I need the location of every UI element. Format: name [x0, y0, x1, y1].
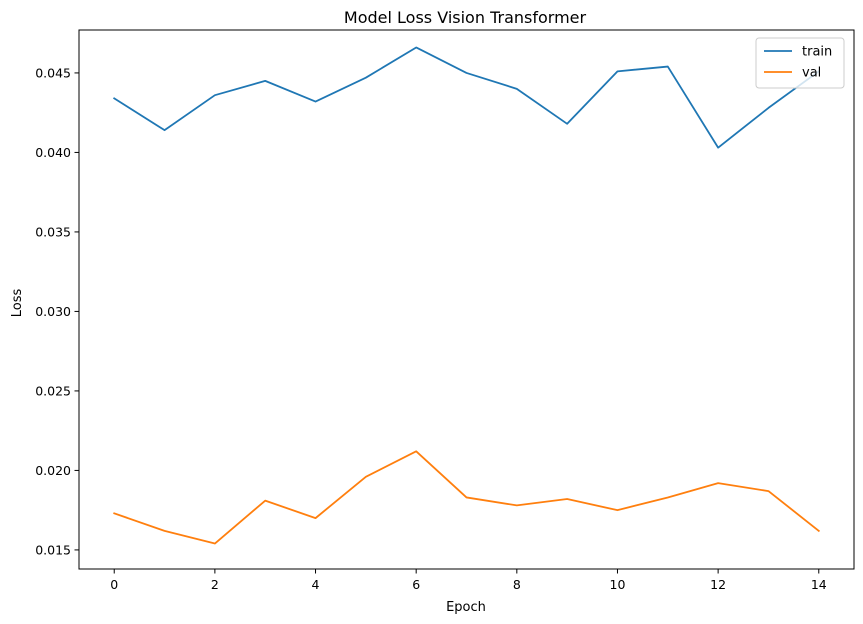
x-tick-label: 14: [811, 577, 827, 592]
legend-label-val: val: [802, 66, 821, 81]
y-tick-label: 0.015: [35, 542, 71, 557]
chart-legend: train val: [755, 37, 845, 89]
y-tick-label: 0.025: [35, 383, 71, 398]
y-tick-label: 0.040: [35, 145, 71, 160]
y-tick-label: 0.030: [35, 304, 71, 319]
y-tick-label: 0.035: [35, 224, 71, 239]
series-line-train: [112, 46, 821, 149]
chart-title: Model Loss Vision Transformer: [344, 8, 587, 27]
x-tick-label: 8: [513, 577, 521, 592]
series-line-val: [113, 450, 821, 545]
axes-frame: [78, 29, 855, 570]
x-axis-label: Epoch: [446, 600, 486, 615]
y-tick-label: 0.045: [35, 65, 71, 80]
x-tick-label: 10: [610, 577, 626, 592]
x-tick-label: 12: [710, 577, 726, 592]
y-tick-label: 0.020: [35, 463, 71, 478]
x-tick-label: 0: [110, 577, 118, 592]
legend-label-train: train: [802, 45, 832, 60]
x-tick-label: 2: [211, 577, 219, 592]
y-axis-label: Loss: [10, 289, 25, 318]
plot-area: 0 2 4 6 8 10 12 14 0.015 0.020 0.025 0.030 0.035 0.04…: [35, 29, 855, 592]
x-tick-label: 4: [312, 577, 320, 592]
x-tick-label: 6: [412, 577, 420, 592]
